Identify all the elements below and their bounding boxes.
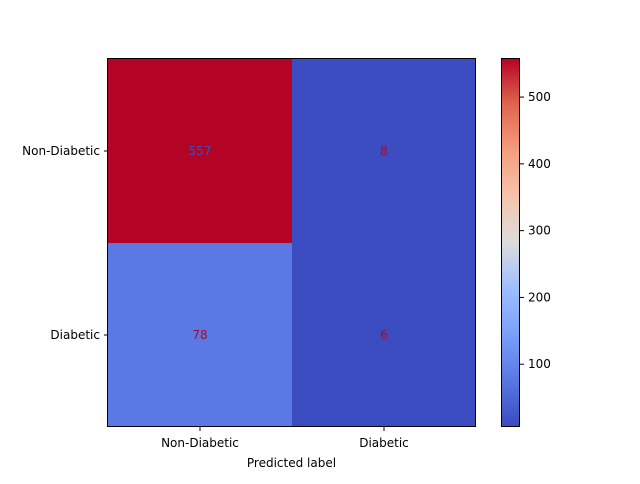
x-tick-label: Diabetic <box>359 436 409 450</box>
colorbar-tick-label: 500 <box>528 90 551 104</box>
colorbar-tick-label: 100 <box>528 357 551 371</box>
cell-value-label: 78 <box>192 328 207 342</box>
colorbar-tick-label: 400 <box>528 157 551 171</box>
heatmap-cell <box>108 59 292 243</box>
x-axis-label: Predicted label <box>247 456 336 470</box>
colorbar-tick-label: 300 <box>528 224 551 238</box>
x-axis: Non-Diabetic Diabetic <box>161 427 409 450</box>
colorbar-axis: 100 200 300 400 500 <box>520 90 551 371</box>
plot-frame <box>107 58 476 427</box>
y-axis: Non-Diabetic Diabetic <box>22 144 108 342</box>
cell-value-label: 8 <box>380 144 388 158</box>
cell-value-label: 6 <box>380 328 388 342</box>
colorbar <box>501 58 520 427</box>
heatmap-cells: 557 8 78 6 <box>108 59 476 427</box>
heatmap-cell <box>108 243 292 427</box>
y-tick-label: Diabetic <box>50 328 100 342</box>
cell-value-label: 557 <box>189 144 212 158</box>
y-tick-label: Non-Diabetic <box>22 144 100 158</box>
heatmap-cell <box>292 59 476 243</box>
heatmap-cell <box>292 243 476 427</box>
colorbar-tick-label: 200 <box>528 290 551 304</box>
x-tick-label: Non-Diabetic <box>161 436 239 450</box>
